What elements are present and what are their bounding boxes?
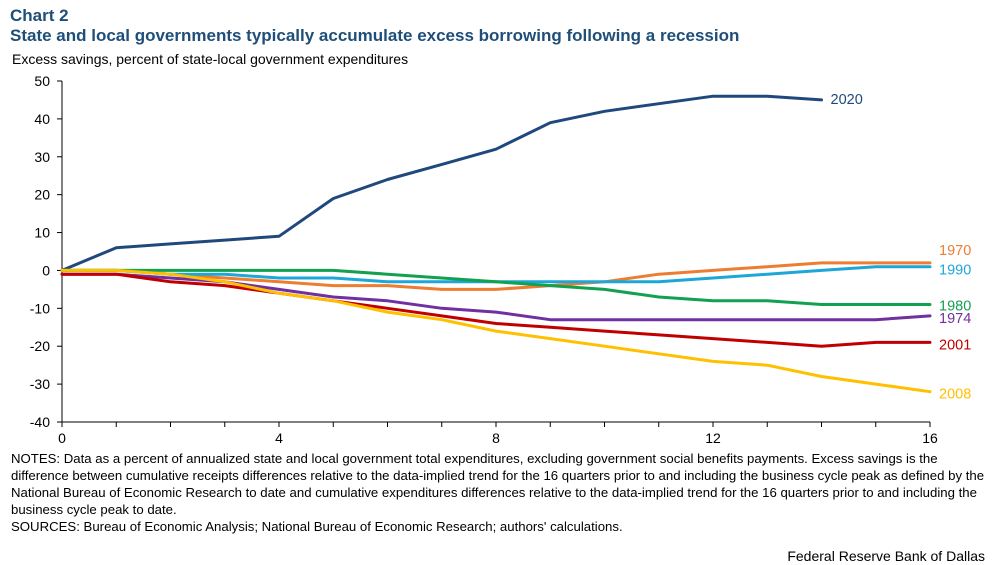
series-label-2001: 2001 <box>939 337 971 353</box>
x-tick-label: 4 <box>275 430 283 446</box>
series-label-2020: 2020 <box>831 92 863 108</box>
y-tick-label: 50 <box>34 73 50 89</box>
chart-number: Chart 2 <box>10 6 69 25</box>
x-tick-label: 16 <box>922 430 938 446</box>
line-chart: 50 40 30 20 10 0 -10 -20 -30 -40 0 4 8 12 16 2020 1970 19… <box>30 73 972 446</box>
y-tick-label: 20 <box>34 187 50 203</box>
series-line-1970 <box>60 261 932 291</box>
series-line-2001 <box>60 272 932 348</box>
series-line-2008 <box>60 268 932 394</box>
y-tick-label: 10 <box>34 225 50 241</box>
series-line-2020 <box>60 94 823 272</box>
y-tick-label: 40 <box>34 111 50 127</box>
source-credit: Federal Reserve Bank of Dallas <box>787 548 985 564</box>
y-tick-label: -30 <box>30 376 50 392</box>
y-tick-label: -10 <box>30 300 50 316</box>
y-tick-label: 0 <box>42 262 50 278</box>
notes-text: NOTES: Data as a percent of annualized s… <box>11 451 985 517</box>
x-tick-label: 0 <box>58 430 66 446</box>
series-label-1980: 1980 <box>939 299 971 315</box>
series-label-1974: 1974 <box>939 311 971 327</box>
series-label-1990: 1990 <box>939 263 971 279</box>
sources-text: SOURCES: Bureau of Economic Analysis; Na… <box>11 519 623 534</box>
y-tick-label: -40 <box>30 414 50 430</box>
series-line-1980 <box>60 268 932 306</box>
series-label-1970: 1970 <box>939 243 971 259</box>
x-tick-label: 12 <box>705 430 721 446</box>
y-tick-label: 30 <box>34 149 50 165</box>
x-tick-label: 8 <box>492 430 500 446</box>
chart-title: State and local governments typically ac… <box>10 26 740 45</box>
series-label-2008: 2008 <box>939 387 971 403</box>
chart-notes: NOTES: Data as a percent of annualized s… <box>11 450 986 535</box>
y-tick-label: -20 <box>30 338 50 354</box>
y-axis-label: Excess savings, percent of state-local g… <box>12 51 409 67</box>
